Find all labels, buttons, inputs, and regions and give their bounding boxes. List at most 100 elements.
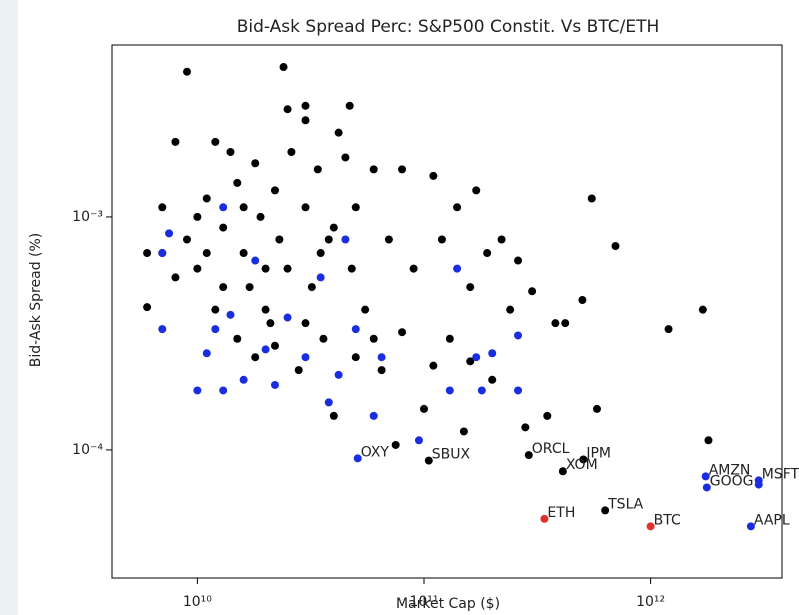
point [251,256,260,265]
point-label: TSLA [607,496,644,512]
point [266,319,275,328]
point [369,165,378,174]
point [270,186,279,195]
point [219,283,228,292]
point [593,404,602,413]
point [704,436,713,445]
point [158,249,167,258]
point [226,147,235,156]
point [193,212,202,221]
point [472,353,481,362]
point [345,101,354,110]
point [329,411,338,420]
point [543,411,552,420]
point [143,249,152,258]
point [701,472,710,481]
point [307,283,316,292]
point [698,305,707,314]
x-tick-label: 10¹¹ [409,594,438,610]
point [528,287,537,296]
point [211,325,220,334]
point [341,235,350,244]
point [351,325,360,334]
point [334,370,343,379]
point [429,361,438,370]
point [466,357,475,366]
y-tick-label: 10⁻⁴ [72,442,103,458]
point [316,273,325,282]
point [587,194,596,203]
point [301,319,310,328]
point [398,165,407,174]
point [419,404,428,413]
point [437,235,446,244]
point [424,456,433,465]
point [233,178,242,187]
point [445,334,454,343]
y-tick-label: 10⁻³ [72,209,103,225]
point-label: JPM [585,445,611,461]
point [287,147,296,156]
point [514,386,523,395]
point [256,212,265,221]
point [301,101,310,110]
point [261,305,270,314]
point [601,506,610,515]
point [472,186,481,195]
point [466,283,475,292]
point [313,165,322,174]
point [283,313,292,322]
point [341,153,350,162]
point [283,105,292,114]
point [219,203,228,212]
point [488,375,497,384]
point-label: ORCL [532,441,570,457]
point [453,203,462,212]
y-axis-label: Bid-Ask Spread (%) [28,233,44,368]
point [754,476,763,485]
point [377,353,386,362]
point-label: MSFT [762,466,799,482]
point [183,235,192,244]
point [521,423,530,432]
point [239,203,248,212]
point [361,305,370,314]
point [459,427,468,436]
point [245,283,254,292]
point-label: AAPL [754,512,790,528]
point [551,319,560,328]
x-tick-label: 10¹⁰ [183,594,212,610]
point [171,137,180,146]
point [226,310,235,319]
point [578,296,587,305]
point [497,235,506,244]
point [183,67,192,76]
point [477,386,486,395]
point-label: GOOG [710,473,754,489]
point [193,386,202,395]
point [219,386,228,395]
point [453,264,462,273]
point [414,436,423,445]
point [301,116,310,125]
point [377,366,386,375]
point [211,137,220,146]
point [279,63,288,72]
point [239,375,248,384]
point [611,242,620,251]
point [202,349,211,358]
point [165,229,174,238]
point [488,349,497,358]
point [351,203,360,212]
plot-frame [111,44,783,579]
point [746,522,755,531]
point [334,128,343,137]
point [270,380,279,389]
point-label: AMZN [709,462,751,478]
point [429,171,438,180]
point-label: BTC [654,512,681,528]
point [398,328,407,337]
figure-background [18,0,799,615]
point [219,223,228,232]
point [409,264,418,273]
